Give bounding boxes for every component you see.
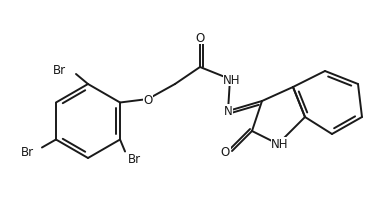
Text: O: O [195,31,205,44]
Text: N: N [224,105,232,118]
Text: Br: Br [21,145,34,158]
Text: Br: Br [53,64,66,77]
Text: NH: NH [271,138,289,151]
Text: O: O [221,145,230,158]
Text: NH: NH [223,73,241,86]
Text: Br: Br [128,152,141,165]
Text: O: O [143,93,153,106]
